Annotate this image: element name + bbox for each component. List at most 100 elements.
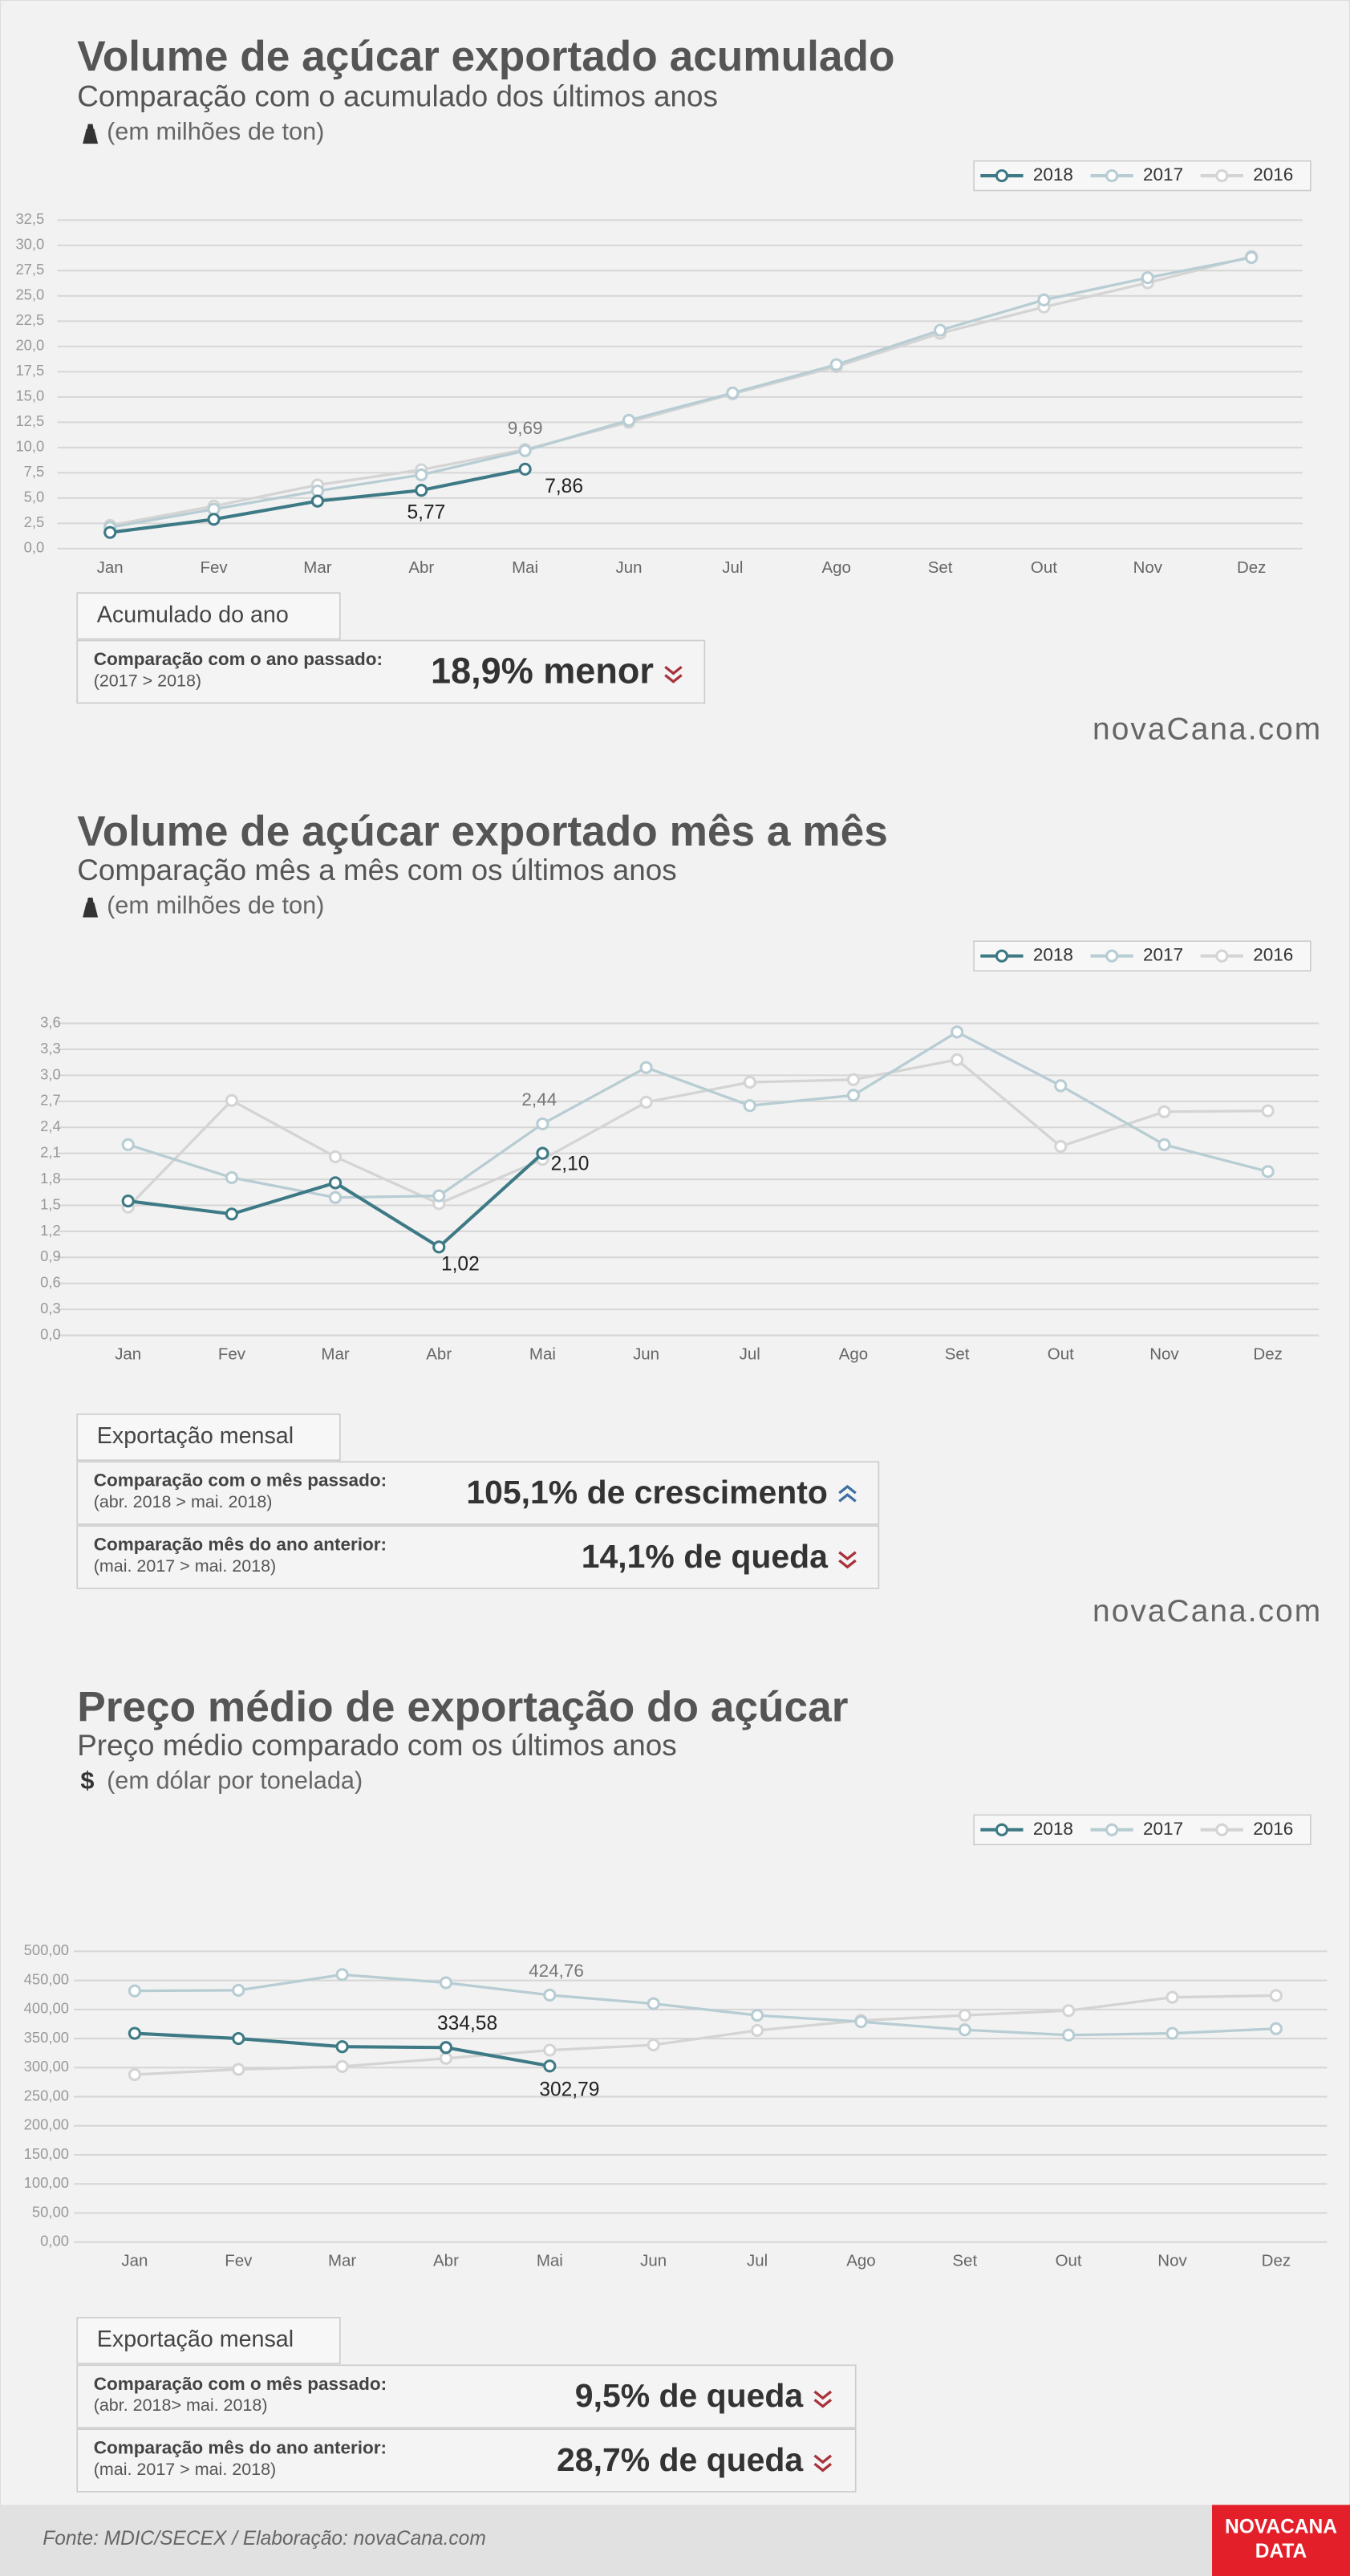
y-tick-label: 3,0 <box>40 1065 61 1082</box>
trend-chevron <box>813 2462 833 2473</box>
x-tick-label: Ago <box>846 2252 875 2270</box>
y-tick-label: 32,5 <box>15 210 44 227</box>
data-point <box>1261 1104 1275 1118</box>
x-tick-label: Fev <box>218 1345 246 1364</box>
trend-chevron <box>838 1551 857 1561</box>
summary-value: 28,7% de queda <box>557 2441 804 2478</box>
summary-label: Comparação mês do ano anterior: <box>94 1535 387 1555</box>
y-tick-label: 0,00 <box>40 2233 69 2249</box>
legend-marker <box>995 1823 1009 1836</box>
summary-row-box <box>76 1461 880 1525</box>
series-line <box>109 255 1252 527</box>
y-tick-label: 400,00 <box>24 2000 69 2017</box>
x-tick-label: Dez <box>1253 1345 1282 1364</box>
y-tick-label: 450,00 <box>24 1970 69 1987</box>
data-point <box>958 2023 971 2037</box>
data-point <box>207 513 221 526</box>
data-point <box>750 2008 764 2022</box>
data-point <box>622 413 636 427</box>
series-line <box>109 256 1252 529</box>
summary-label: Comparação mês do ano anterior: <box>94 2438 387 2458</box>
legend-box <box>973 160 1311 192</box>
data-label: 7,86 <box>545 476 583 497</box>
x-tick-label: Jan <box>115 1345 141 1364</box>
x-tick-label: Jan <box>121 2252 148 2270</box>
series-line <box>127 1058 1268 1208</box>
data-point <box>846 1073 861 1086</box>
summary-heading-box <box>76 2317 341 2365</box>
x-tick-label: Jun <box>633 1345 659 1364</box>
legend-marker <box>1215 949 1229 963</box>
summary-value: 18,9% menor <box>431 650 654 691</box>
data-point <box>958 2008 971 2022</box>
data-point <box>1054 1139 1068 1154</box>
trend-chevron <box>813 2399 833 2408</box>
y-tick-label: 3,6 <box>40 1013 61 1030</box>
data-point <box>415 468 428 481</box>
data-point <box>439 2051 453 2065</box>
data-point <box>232 2031 245 2046</box>
summary-sublabel: (mai. 2017 > mai. 2018) <box>94 2460 277 2479</box>
y-tick-label: 200,00 <box>24 2116 69 2133</box>
unit-icon <box>83 897 99 918</box>
logo: novaCana.com <box>1093 1594 1322 1629</box>
legend-label: 2017 <box>1143 164 1183 185</box>
data-point <box>439 1976 453 1990</box>
summary-value: 14,1% de queda <box>582 1538 829 1575</box>
data-label: 424,76 <box>529 1961 584 1981</box>
data-point <box>439 2041 453 2055</box>
data-point <box>121 1138 135 1151</box>
chart-title: Volume de açúcar exportado mês a mês <box>77 808 888 855</box>
summary-heading-box <box>76 1414 341 1461</box>
x-tick-label: Nov <box>1133 558 1163 577</box>
data-point <box>128 2026 141 2040</box>
y-tick-label: 12,5 <box>15 412 44 429</box>
data-point <box>225 1170 238 1184</box>
data-point <box>225 1093 238 1107</box>
data-point <box>128 1984 141 1998</box>
y-tick-label: 5,0 <box>24 489 45 505</box>
data-point <box>639 1095 653 1109</box>
data-point <box>829 358 843 371</box>
summary-label: Comparação com o ano passado: <box>94 649 383 669</box>
data-point <box>328 1150 343 1164</box>
x-tick-label: Jan <box>97 558 124 577</box>
y-tick-label: 2,1 <box>40 1144 61 1161</box>
summary-sublabel: (abr. 2018> mai. 2018) <box>94 2395 268 2415</box>
y-tick-label: 0,9 <box>40 1247 61 1264</box>
data-point <box>232 2063 245 2076</box>
legend-label: 2016 <box>1253 164 1293 185</box>
y-tick-label: 2,4 <box>40 1118 61 1134</box>
data-point <box>415 484 428 497</box>
data-point <box>518 444 532 457</box>
data-point <box>543 2043 557 2057</box>
x-tick-label: Jun <box>615 558 642 577</box>
footer-band <box>0 2505 1350 2576</box>
data-label: 334,58 <box>437 2013 497 2034</box>
legend-box <box>973 940 1311 972</box>
y-tick-label: 150,00 <box>24 2145 69 2162</box>
summary-heading-box <box>76 592 341 640</box>
footer-logo-top: NOVACANA <box>1225 2516 1337 2537</box>
data-point <box>1166 2026 1179 2040</box>
footer-logo-bottom: DATA <box>1255 2541 1307 2562</box>
summary-heading: Acumulado do ano <box>97 602 289 627</box>
x-tick-label: Ago <box>821 558 850 577</box>
x-tick-label: Out <box>1056 2252 1082 2270</box>
legend-label: 2017 <box>1143 945 1183 965</box>
legend-label: 2018 <box>1033 1819 1073 1839</box>
legend-marker <box>1105 168 1119 183</box>
y-tick-label: 25,0 <box>15 286 44 303</box>
y-tick-label: 350,00 <box>24 2029 69 2046</box>
data-point <box>335 1968 349 1982</box>
y-tick-label: 30,0 <box>15 236 44 253</box>
footer-source: Fonte: MDIC/SECEX / Elaboração: novaCana… <box>43 2528 486 2550</box>
legend-marker <box>1215 1823 1229 1836</box>
legend-marker <box>1105 1823 1119 1836</box>
legend-label: 2016 <box>1253 945 1293 965</box>
data-label: 9,69 <box>508 418 543 438</box>
data-point <box>1269 1989 1283 2002</box>
summary-label: Comparação com o mês passado: <box>94 2374 387 2394</box>
data-point <box>1269 2022 1283 2035</box>
